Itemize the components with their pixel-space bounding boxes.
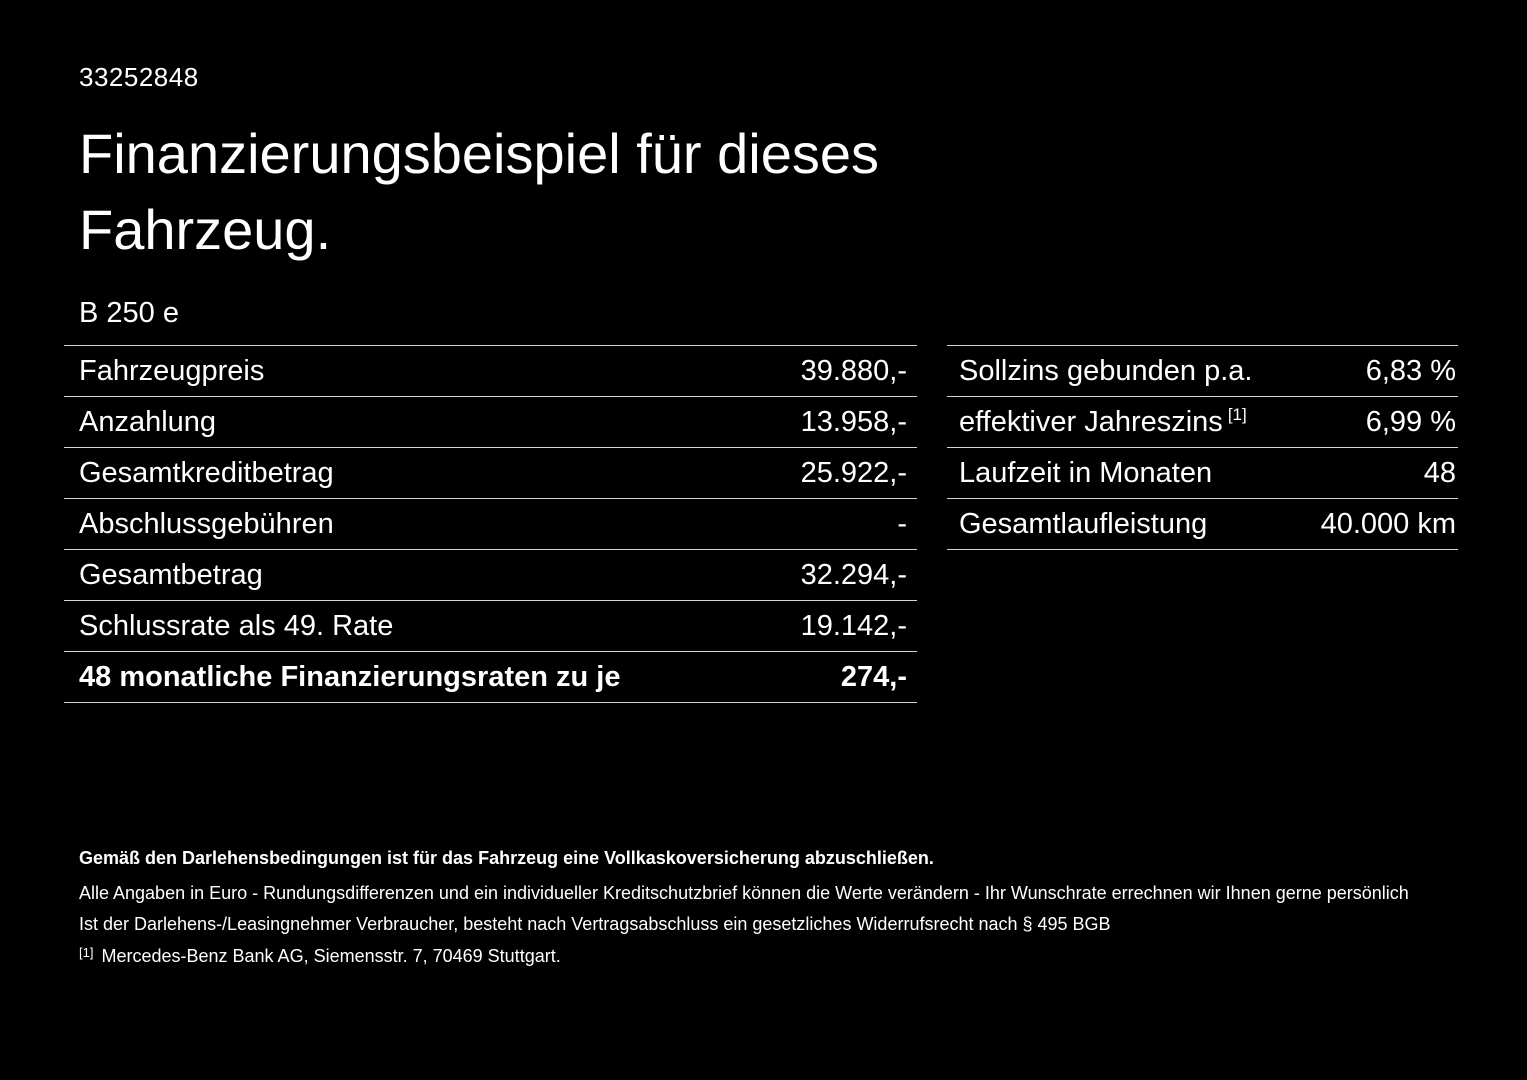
withdrawal-note: Ist der Darlehens-/Leasingnehmer Verbrau… bbox=[79, 914, 1111, 934]
table-row: Gesamtlaufleistung 40.000 km bbox=[947, 498, 1458, 549]
table-row: Anzahlung 13.958,- bbox=[64, 396, 917, 447]
row-value: 6,99 % bbox=[1365, 405, 1456, 438]
row-label: Abschlussgebühren bbox=[79, 507, 334, 540]
row-value: 40.000 km bbox=[1320, 507, 1456, 540]
row-label-text: effektiver Jahreszins bbox=[959, 405, 1223, 438]
footnote-marker: [1] bbox=[1227, 404, 1247, 424]
table-row: Gesamtkreditbetrag 25.922,- bbox=[64, 447, 917, 498]
table-row: Gesamtbetrag 32.294,- bbox=[64, 549, 917, 600]
table-row: effektiver Jahreszins [1] 6,99 % bbox=[947, 396, 1458, 447]
table-row: Abschlussgebühren - bbox=[64, 498, 917, 549]
row-label: 48 monatliche Finanzierungsraten zu je bbox=[79, 660, 621, 693]
conditions-table: Sollzins gebunden p.a. 6,83 % effektiver… bbox=[947, 345, 1458, 550]
row-value: 32.294,- bbox=[800, 558, 907, 591]
row-value: 13.958,- bbox=[800, 405, 907, 438]
footnote-marker: [1] bbox=[79, 944, 94, 960]
row-label: Fahrzeugpreis bbox=[79, 354, 265, 387]
reference-number: 33252848 bbox=[79, 62, 199, 92]
insurance-note: Gemäß den Darlehensbedingungen ist für d… bbox=[79, 848, 934, 868]
footnote-text: Mercedes-Benz Bank AG, Siemensstr. 7, 70… bbox=[101, 945, 561, 966]
bank-footnote: [1] Mercedes-Benz Bank AG, Siemensstr. 7,… bbox=[79, 945, 1469, 968]
row-value: 274,- bbox=[840, 660, 907, 693]
row-value: 39.880,- bbox=[800, 354, 907, 387]
page-title: Finanzierungsbeispiel für dieses Fahrzeu… bbox=[79, 122, 879, 261]
financing-table: Fahrzeugpreis 39.880,- Anzahlung 13.958,… bbox=[64, 345, 917, 703]
row-value: 48 bbox=[1423, 456, 1456, 489]
row-label: Sollzins gebunden p.a. bbox=[959, 354, 1253, 387]
euro-note: Alle Angaben in Euro - Rundungsdifferenz… bbox=[79, 882, 1409, 903]
row-value: 25.922,- bbox=[800, 456, 907, 489]
row-label: Schlussrate als 49. Rate bbox=[79, 609, 394, 642]
table-row: Fahrzeugpreis 39.880,- bbox=[64, 345, 917, 396]
row-label: Gesamtkreditbetrag bbox=[79, 456, 334, 489]
footer: Gemäß den Darlehensbedingungen ist für d… bbox=[79, 847, 1469, 967]
row-label: Gesamtbetrag bbox=[79, 558, 263, 591]
row-value: - bbox=[897, 507, 907, 540]
table-row-monthly-rate: 48 monatliche Finanzierungsraten zu je 2… bbox=[64, 651, 917, 702]
row-value: 19.142,- bbox=[800, 609, 907, 642]
row-label: effektiver Jahreszins [1] bbox=[959, 404, 1247, 439]
row-label: Laufzeit in Monaten bbox=[959, 456, 1213, 489]
row-label: Gesamtlaufleistung bbox=[959, 507, 1208, 540]
table-row: Sollzins gebunden p.a. 6,83 % bbox=[947, 345, 1458, 396]
vehicle-model: B 250 e bbox=[79, 297, 179, 329]
table-row: Schlussrate als 49. Rate 19.142,- bbox=[64, 600, 917, 651]
row-label: Anzahlung bbox=[79, 405, 217, 438]
row-value: 6,83 % bbox=[1365, 354, 1456, 387]
table-row: Laufzeit in Monaten 48 bbox=[947, 447, 1458, 498]
